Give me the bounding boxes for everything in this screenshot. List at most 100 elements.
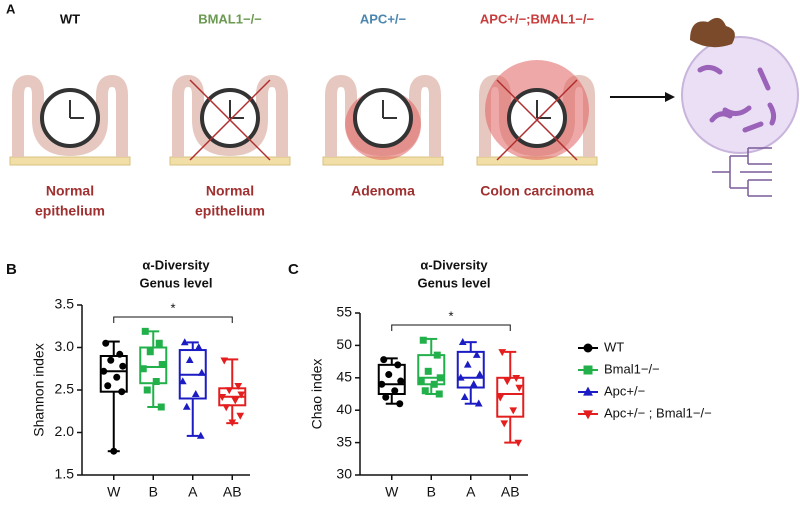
chart-subtitle: Genus level <box>418 275 491 290</box>
data-point <box>225 387 234 395</box>
data-point <box>143 386 151 394</box>
x-tick-label: AB <box>501 484 520 500</box>
data-point <box>435 390 443 398</box>
y-tick-label: 3.0 <box>55 338 75 354</box>
data-point <box>196 431 205 439</box>
data-point <box>500 420 509 428</box>
group-description: Normal <box>206 183 254 199</box>
crypt <box>12 74 128 157</box>
legend-label: Apc+/− <box>604 383 645 398</box>
group-description: Adenoma <box>351 183 415 199</box>
stool <box>690 17 735 48</box>
data-point <box>469 380 478 388</box>
data-point <box>430 380 438 388</box>
x-tick-label: W <box>107 484 121 500</box>
data-point <box>191 390 200 398</box>
data-point <box>220 357 229 365</box>
data-point <box>424 367 432 375</box>
clock-hands <box>382 100 397 119</box>
data-point <box>503 378 512 386</box>
legend-marker <box>583 365 593 375</box>
data-point <box>515 384 524 392</box>
data-point <box>436 374 444 382</box>
data-point <box>417 377 425 385</box>
data-point <box>509 407 518 415</box>
legend-marker <box>583 343 593 353</box>
data-point <box>222 404 231 412</box>
x-tick-label: A <box>466 484 476 500</box>
data-point <box>460 393 469 401</box>
y-tick-label: 55 <box>336 304 352 320</box>
data-point <box>146 348 154 356</box>
cross <box>189 79 271 161</box>
significance-label: * <box>448 308 453 323</box>
data-point <box>231 397 240 405</box>
data-point <box>396 400 404 408</box>
data-point <box>472 350 481 358</box>
group-title: APC+/− <box>360 11 407 26</box>
tree <box>712 147 772 197</box>
arrow-head <box>665 92 675 102</box>
data-point <box>100 367 108 375</box>
group-description: epithelium <box>195 203 265 219</box>
clock-hands <box>69 100 84 119</box>
data-point <box>474 399 483 407</box>
data-point <box>378 380 386 388</box>
data-point <box>139 365 147 373</box>
y-axis-label: Chao index <box>309 359 325 430</box>
data-point <box>456 373 465 381</box>
data-point <box>152 378 160 385</box>
x-tick-label: W <box>385 484 399 500</box>
data-point <box>394 361 402 369</box>
x-tick-label: A <box>188 484 198 500</box>
y-axis-label: Shannon index <box>31 343 47 436</box>
data-point <box>157 403 165 411</box>
y-tick-label: 1.5 <box>55 466 75 482</box>
chart-title: α-Diversity <box>142 257 210 272</box>
panel-label: C <box>288 261 299 278</box>
data-point <box>498 349 507 357</box>
significance-bracket <box>113 316 233 323</box>
y-tick-label: 3.5 <box>55 296 75 312</box>
y-tick-label: 2.5 <box>55 381 75 397</box>
significance-bracket <box>391 324 511 331</box>
data-point <box>496 394 505 402</box>
y-tick-label: 50 <box>336 336 352 352</box>
base <box>9 156 131 166</box>
legend-label: Apc+/− ; Bmal1−/− <box>604 405 712 420</box>
data-point <box>228 419 237 427</box>
illustration <box>9 17 799 197</box>
data-point <box>182 402 191 410</box>
data-point <box>475 370 484 378</box>
x-tick-label: B <box>149 484 158 500</box>
significance-label: * <box>170 300 175 315</box>
group-title: BMAL1−/− <box>198 11 262 26</box>
group-description: Colon carcinoma <box>480 183 594 199</box>
y-tick-label: 30 <box>336 466 352 482</box>
microbiome <box>681 36 799 154</box>
data-point <box>180 338 189 346</box>
y-tick-label: 40 <box>336 401 352 417</box>
legend-marker <box>583 410 593 420</box>
data-point <box>104 382 112 390</box>
base <box>169 156 291 166</box>
data-point <box>185 356 194 364</box>
panel-label: A <box>6 1 16 16</box>
data-point <box>116 350 124 358</box>
chart-title: α-Diversity <box>420 257 488 272</box>
data-point <box>237 391 246 399</box>
data-point <box>419 336 427 344</box>
legend-marker <box>583 386 593 396</box>
data-point <box>463 360 472 368</box>
data-point <box>107 356 115 364</box>
data-point <box>397 377 405 385</box>
data-point <box>119 362 127 370</box>
crypt <box>172 74 288 157</box>
group-description: Normal <box>46 183 94 199</box>
data-point <box>433 351 441 359</box>
data-point <box>514 439 523 447</box>
bacteria <box>697 64 777 133</box>
y-tick-label: 2.0 <box>55 423 75 439</box>
panel-label: B <box>6 261 17 278</box>
